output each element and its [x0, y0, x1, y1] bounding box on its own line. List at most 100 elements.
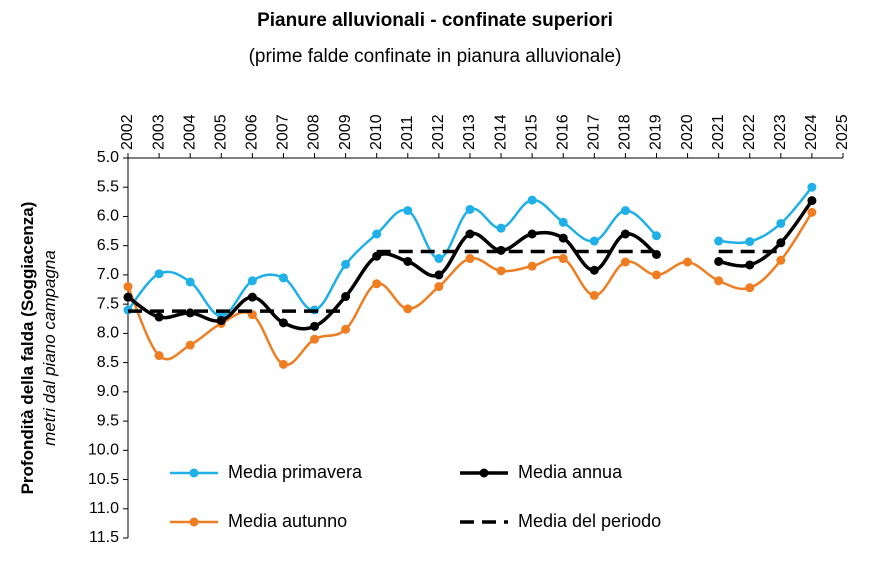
legend-marker-media-primavera [189, 468, 199, 478]
x-tick-label: 2009 [337, 114, 354, 150]
media-primavera-point [527, 195, 537, 205]
y-tick-label: 11.0 [89, 500, 119, 517]
x-tick-label: 2024 [803, 114, 820, 150]
media-annua-point [278, 318, 288, 328]
media-autunno-point [496, 266, 506, 276]
media-primavera-line [718, 186, 813, 245]
media-primavera-point [714, 236, 724, 246]
media-primavera-point [185, 277, 195, 287]
media-autunno-point [620, 257, 630, 267]
x-tick-label: 2013 [461, 114, 478, 150]
media-annua-point [558, 233, 568, 243]
y-axis-title: Profondità della falda (Soggiacenza) [18, 202, 37, 495]
y-tick-label: 10.5 [88, 471, 119, 488]
x-tick-label: 2002 [119, 114, 136, 150]
media-autunno-point [714, 276, 724, 286]
x-tick-label: 2022 [741, 114, 758, 150]
legend-label-media-primavera: Media primavera [228, 462, 363, 482]
media-autunno-point [310, 334, 320, 344]
x-tick-label: 2025 [834, 114, 851, 150]
media-autunno-point [807, 207, 817, 217]
x-tick-label: 2012 [430, 114, 447, 150]
media-autunno-point [434, 282, 444, 292]
media-annua-point [185, 308, 195, 318]
media-annua-point [310, 321, 320, 331]
x-tick-label: 2014 [492, 114, 509, 150]
media-primavera-point [776, 218, 786, 228]
media-autunno-point [683, 257, 693, 267]
y-axis-subtitle: metri dal piano campagna [40, 250, 59, 446]
media-annua-point [341, 292, 351, 302]
x-tick-label: 2011 [399, 115, 416, 150]
media-autunno-point [589, 290, 599, 300]
media-primavera-point [278, 273, 288, 283]
media-autunno-point [558, 254, 568, 264]
media-primavera-point [807, 182, 817, 192]
media-annua-point [403, 256, 413, 266]
legend-box [158, 455, 723, 538]
y-tick-label: 6.5 [97, 237, 119, 254]
media-annua-point [465, 229, 475, 239]
media-primavera-point [558, 217, 568, 227]
media-autunno-point [185, 340, 195, 350]
y-tick-label: 11.5 [89, 529, 119, 546]
media-annua-point [714, 256, 724, 266]
y-tick-label: 7.0 [97, 266, 119, 283]
media-annua-point [247, 292, 257, 302]
x-tick-label: 2003 [150, 114, 167, 150]
media-autunno-point [123, 282, 133, 292]
media-autunno-point [341, 324, 351, 334]
legend-marker-media-autunno [189, 517, 199, 527]
media-primavera-point [589, 236, 599, 246]
y-tick-label: 7.5 [97, 295, 119, 312]
media-primavera-point [434, 254, 444, 264]
legend-label-media-autunno: Media autunno [228, 511, 347, 531]
x-tick-label: 2018 [617, 114, 634, 150]
media-primavera-line [127, 198, 658, 318]
media-annua-point [123, 292, 133, 302]
media-primavera-point [372, 229, 382, 239]
media-annua-point [807, 196, 817, 206]
y-tick-label: 5.5 [97, 178, 119, 195]
x-tick-label: 2015 [523, 114, 540, 150]
x-tick-label: 2006 [244, 114, 261, 150]
media-primavera-point [620, 206, 630, 216]
media-primavera-point [496, 223, 506, 233]
y-tick-label: 5.0 [97, 149, 119, 166]
media-autunno-point [776, 255, 786, 265]
legend-marker-media-annua [479, 468, 489, 478]
x-tick-label: 2023 [772, 114, 789, 150]
chart-subtitle: (prime falde confinate in pianura alluvi… [248, 46, 622, 67]
media-annua-point [527, 229, 537, 239]
media-autunno-point [278, 359, 288, 369]
media-autunno-point [527, 261, 537, 271]
x-tick-label: 2008 [306, 114, 323, 150]
media-annua-point [620, 229, 630, 239]
media-annua-point [216, 316, 226, 326]
media-autunno-point [154, 351, 164, 361]
legend-label-media-annua: Media annua [518, 462, 623, 482]
media-primavera-point [341, 259, 351, 269]
media-primavera-point [403, 206, 413, 216]
x-tick-label: 2004 [181, 114, 198, 150]
legend-label-media-del-periodo: Media del periodo [518, 511, 661, 531]
y-tick-label: 8.0 [97, 325, 119, 342]
x-tick-label: 2021 [710, 114, 727, 150]
media-annua-point [745, 260, 755, 270]
x-tick-label: 2017 [586, 114, 603, 150]
x-tick-label: 2005 [212, 114, 229, 150]
media-annua-point [776, 238, 786, 248]
media-primavera-point [465, 204, 475, 214]
x-tick-label: 2007 [275, 114, 292, 150]
media-autunno-point [372, 279, 382, 289]
media-annua-point [154, 312, 164, 322]
media-autunno-point [651, 270, 661, 280]
media-annua-point [589, 265, 599, 275]
media-annua-point [372, 251, 382, 261]
x-tick-label: 2016 [554, 114, 571, 150]
y-tick-label: 10.0 [88, 442, 119, 459]
media-primavera-point [154, 269, 164, 279]
media-autunno-point [465, 254, 475, 264]
x-tick-label: 2010 [368, 114, 385, 150]
media-annua-line [127, 230, 658, 331]
